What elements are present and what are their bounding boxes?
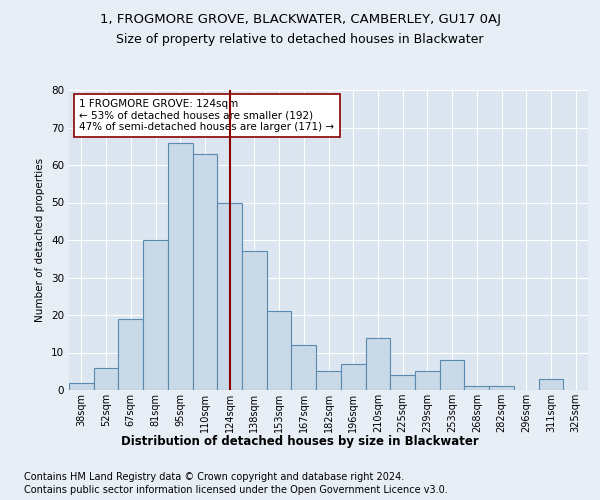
Bar bbox=[316, 371, 341, 390]
Bar bbox=[464, 386, 489, 390]
Bar bbox=[193, 154, 217, 390]
Bar bbox=[489, 386, 514, 390]
Text: Distribution of detached houses by size in Blackwater: Distribution of detached houses by size … bbox=[121, 435, 479, 448]
Bar bbox=[118, 319, 143, 390]
Text: Contains HM Land Registry data © Crown copyright and database right 2024.: Contains HM Land Registry data © Crown c… bbox=[24, 472, 404, 482]
Bar bbox=[539, 379, 563, 390]
Bar bbox=[143, 240, 168, 390]
Bar bbox=[390, 375, 415, 390]
Bar bbox=[242, 251, 267, 390]
Bar bbox=[415, 371, 440, 390]
Bar bbox=[440, 360, 464, 390]
Text: Size of property relative to detached houses in Blackwater: Size of property relative to detached ho… bbox=[116, 32, 484, 46]
Bar bbox=[94, 368, 118, 390]
Bar bbox=[168, 142, 193, 390]
Bar bbox=[217, 202, 242, 390]
Bar bbox=[365, 338, 390, 390]
Text: 1 FROGMORE GROVE: 124sqm
← 53% of detached houses are smaller (192)
47% of semi-: 1 FROGMORE GROVE: 124sqm ← 53% of detach… bbox=[79, 99, 335, 132]
Bar bbox=[341, 364, 365, 390]
Bar bbox=[292, 345, 316, 390]
Bar bbox=[267, 311, 292, 390]
Y-axis label: Number of detached properties: Number of detached properties bbox=[35, 158, 46, 322]
Text: 1, FROGMORE GROVE, BLACKWATER, CAMBERLEY, GU17 0AJ: 1, FROGMORE GROVE, BLACKWATER, CAMBERLEY… bbox=[100, 12, 500, 26]
Bar bbox=[69, 382, 94, 390]
Text: Contains public sector information licensed under the Open Government Licence v3: Contains public sector information licen… bbox=[24, 485, 448, 495]
